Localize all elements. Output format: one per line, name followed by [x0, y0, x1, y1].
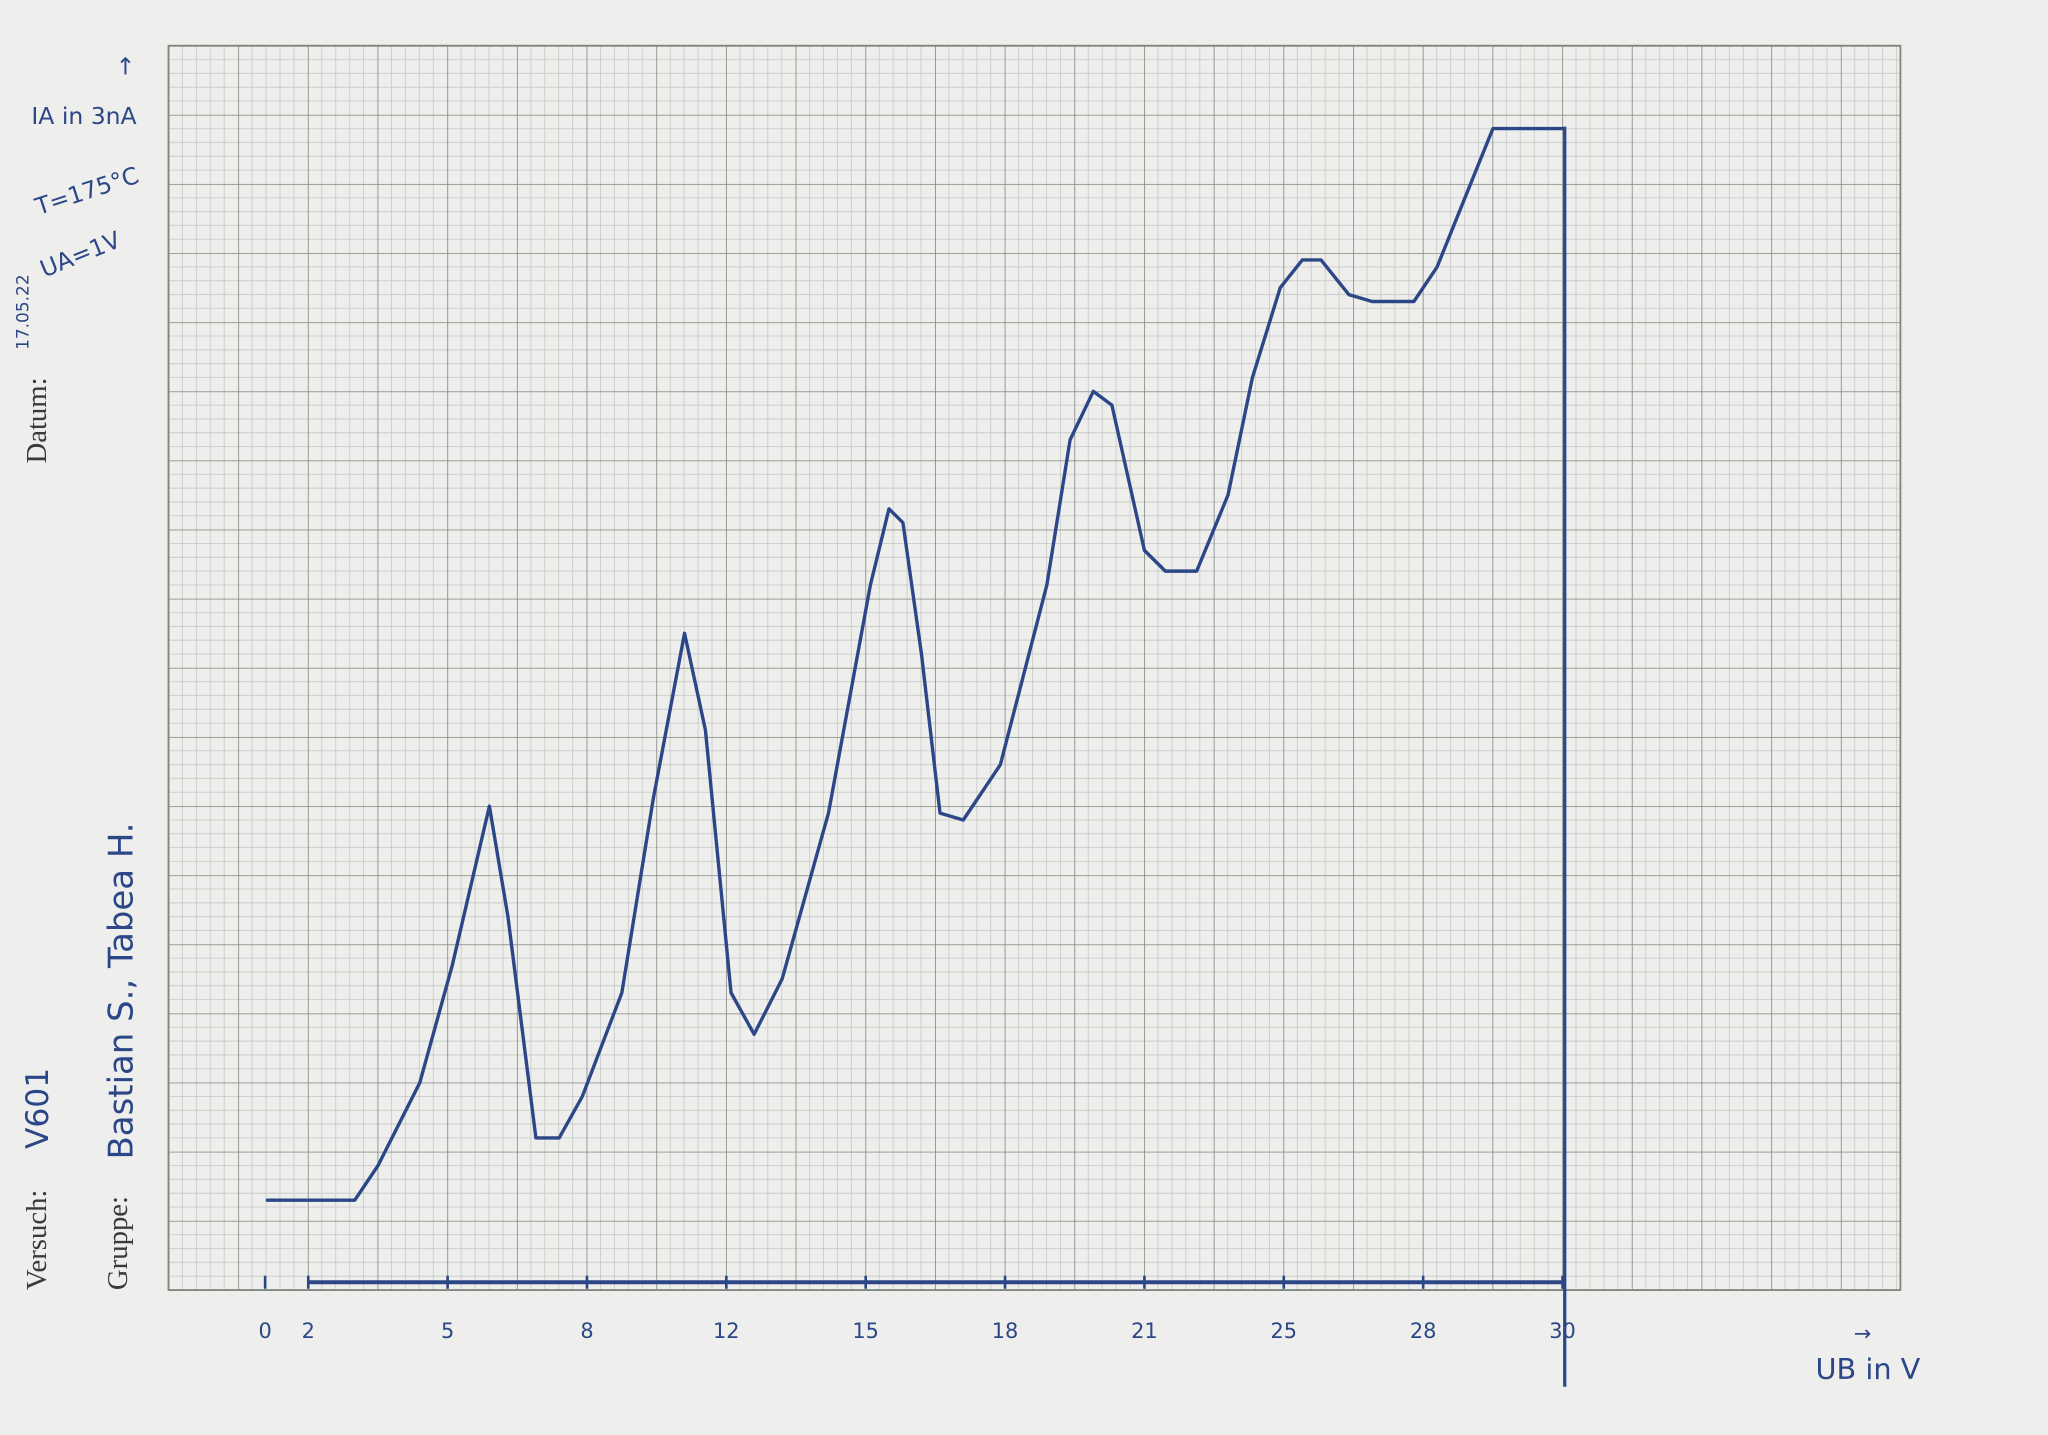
experiment-label: Versuch: — [21, 1190, 53, 1290]
graph-paper — [167, 44, 1902, 1291]
x-tick-label: 5 — [441, 1319, 454, 1343]
x-tick-label: 2 — [302, 1319, 315, 1343]
x-tick-label: 8 — [580, 1319, 593, 1343]
x-tick-label: 0 — [258, 1319, 271, 1343]
x-tick-label: 30 — [1549, 1319, 1576, 1343]
data-line — [265, 126, 1565, 1202]
x-tick-label: 12 — [713, 1319, 740, 1343]
date: 17.05.22 — [14, 274, 34, 350]
x-tick-label: 21 — [1131, 1319, 1158, 1343]
y-axis-arrow: ↑ — [116, 52, 136, 80]
y-axis-label: IA in 3nA — [31, 102, 136, 130]
x-tick-label: 28 — [1410, 1319, 1437, 1343]
x-tick-label: 25 — [1270, 1319, 1297, 1343]
group: Bastian S., Tabea H. — [101, 822, 141, 1159]
x-axis-arrow: → — [1854, 1321, 1872, 1345]
x-tick-label: 15 — [852, 1319, 879, 1343]
x-axis-label: UB in V — [1816, 1352, 1921, 1386]
group-label: Gruppe: — [102, 1196, 134, 1290]
date-label: Datum: — [21, 377, 53, 463]
experiment: V601 — [20, 1068, 56, 1149]
x-tick-label: 18 — [992, 1319, 1019, 1343]
